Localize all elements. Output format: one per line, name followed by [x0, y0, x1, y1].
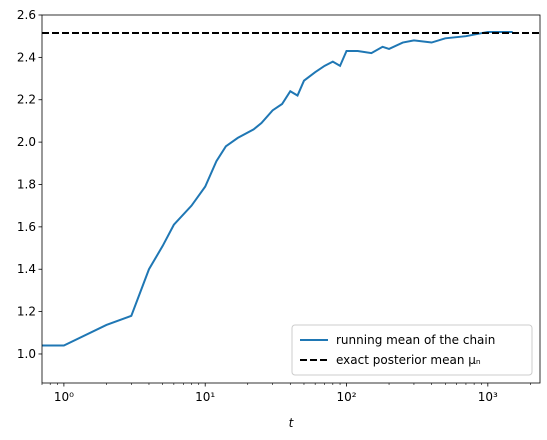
y-tick-label: 1.2: [17, 305, 36, 319]
y-tick-label: 1.0: [17, 347, 36, 361]
data-line: [42, 30, 513, 347]
plot-frame: [41, 14, 541, 384]
legend-label: running mean of the chain: [336, 333, 495, 347]
y-tick-label: 1.6: [17, 220, 36, 234]
x-tick-label: 10³: [478, 390, 498, 404]
y-tick-label: 2.4: [17, 50, 36, 64]
legend-box: [291, 324, 533, 376]
x-axis-label: t: [289, 416, 295, 430]
y-tick-label: 2.6: [17, 8, 36, 22]
x-tick-label: 10⁰: [54, 390, 74, 404]
y-tick-label: 2.0: [17, 135, 36, 149]
x-tick-label: 10²: [336, 390, 356, 404]
x-tick-label: 10¹: [195, 390, 215, 404]
y-tick-label: 1.4: [17, 262, 36, 276]
y-tick-label: 1.8: [17, 177, 36, 191]
y-tick-label: 2.2: [17, 93, 36, 107]
legend-label: exact posterior mean μₙ: [336, 353, 481, 367]
